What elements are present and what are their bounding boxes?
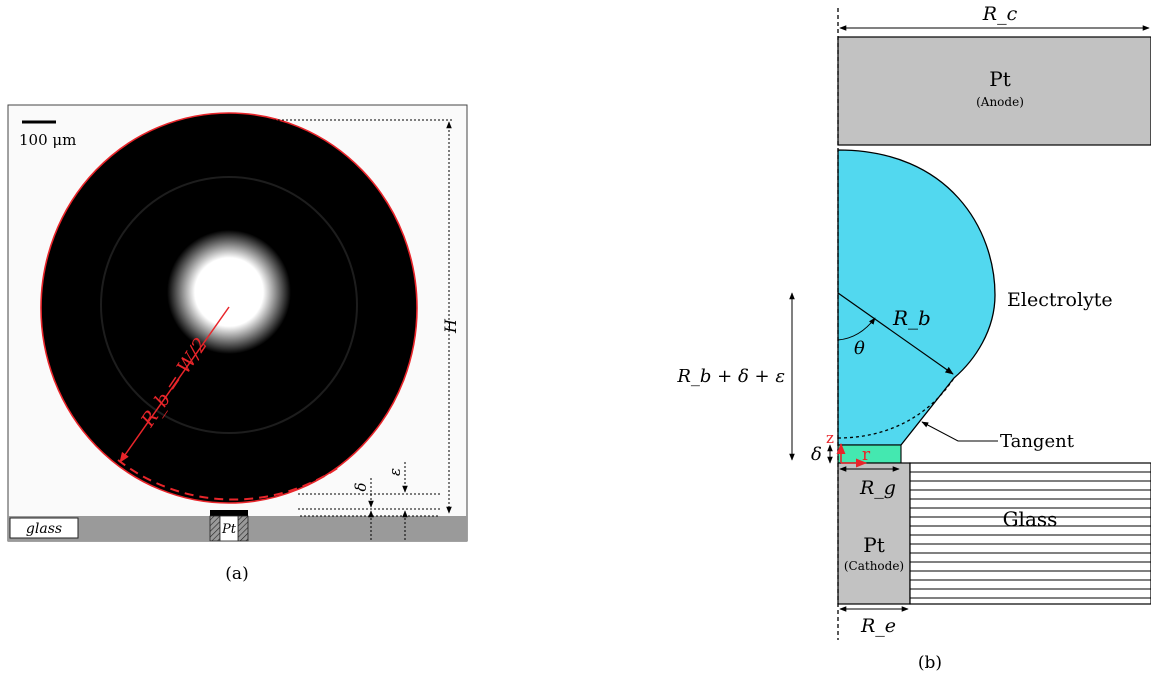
caption-a: (a): [225, 564, 248, 584]
r-label: r: [862, 445, 871, 465]
glass-stack: [909, 462, 1151, 605]
fitted-circle-dashed: [117, 459, 343, 501]
electrolyte-label: Electrolyte: [1007, 289, 1113, 311]
glass-label-b: Glass: [1003, 507, 1058, 531]
anode-title: Pt: [989, 67, 1011, 91]
inner-ring: [100, 176, 358, 434]
pt-hatch-right: [237, 515, 249, 542]
caption-b: (b): [918, 653, 942, 673]
anode-block: [837, 36, 1151, 146]
theta-arc: [837, 317, 876, 341]
pt-hatch-left: [209, 515, 221, 542]
z-label: z: [826, 429, 834, 447]
height-label: R_b + δ + ε: [676, 366, 785, 387]
rc-label: R_c: [982, 3, 1018, 25]
anode-subtitle: (Anode): [976, 95, 1024, 109]
scale-bar-label: 100 μm: [19, 131, 76, 149]
rg-label: R_g: [859, 477, 896, 499]
panel-a: R_b = W/2 100 μm Pt glass H δ ε (a): [7, 104, 468, 584]
center-highlight: [167, 230, 291, 354]
rb-radius-arrow: [837, 292, 954, 375]
tangent-label: Tangent: [1000, 431, 1075, 452]
delta-label-b: δ: [811, 444, 822, 465]
bubble-dotted-arc: [837, 377, 955, 439]
theta-label: θ: [854, 338, 865, 359]
bubble-shape: [837, 149, 996, 446]
rb-label: R_b: [892, 306, 931, 330]
re-label: R_e: [860, 615, 896, 637]
tangent-pointer: [921, 421, 998, 442]
epsilon-label: ε: [386, 468, 404, 476]
cathode-subtitle: (Cathode): [844, 559, 904, 573]
radius-arrow: [119, 306, 230, 463]
h-label: H: [441, 318, 460, 334]
glass-label-box: [9, 517, 79, 539]
panel-b: Pt (Anode) R_c R_b θ Electrolyte Tangent…: [676, 3, 1151, 673]
cathode-title: Pt: [863, 533, 885, 557]
cathode-block: [837, 462, 911, 605]
glass-label: glass: [26, 521, 62, 537]
glass-stripes: [910, 471, 1151, 599]
pt-box: [219, 515, 239, 542]
pt-label: Pt: [221, 522, 237, 537]
pt-electrode-cap: [210, 510, 248, 516]
delta-label: δ: [352, 482, 370, 491]
